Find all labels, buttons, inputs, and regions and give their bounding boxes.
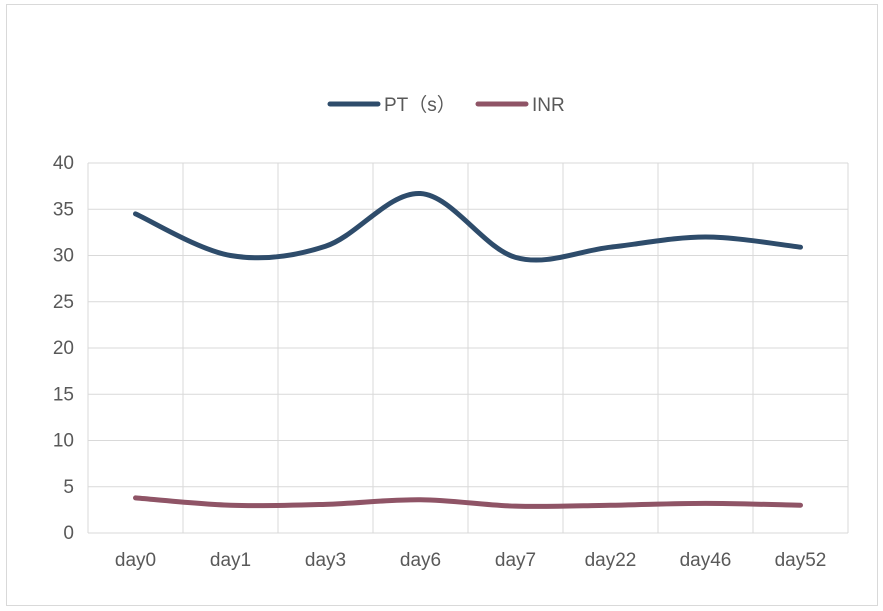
y-tick-label: 5 (63, 477, 74, 498)
x-tick-label: day1 (210, 550, 251, 571)
y-tick-label: 15 (53, 384, 74, 405)
y-tick-label: 40 (53, 153, 74, 174)
series-lines (133, 191, 803, 509)
y-tick-label: 25 (53, 292, 74, 313)
y-tick-label: 35 (53, 199, 74, 220)
x-tick-label: day0 (115, 550, 156, 571)
series-line-0 (133, 191, 803, 263)
x-tick-label: day52 (775, 550, 827, 571)
x-tick-label: day6 (400, 550, 441, 571)
x-tick-label: day46 (680, 550, 732, 571)
x-tick-label: day7 (495, 550, 536, 571)
y-tick-label: 20 (53, 338, 74, 359)
x-tick-label: day3 (305, 550, 346, 571)
legend-label: PT（s） (384, 94, 456, 116)
y-tick-label: 0 (63, 523, 74, 544)
gridlines (87, 162, 849, 534)
axes: 0 5 10 15 20 25 30 35 40 day0 day1 day3 day6 day7 day2… (53, 153, 827, 571)
series-line-1 (133, 495, 803, 509)
y-tick-label: 30 (53, 246, 74, 267)
x-tick-label: day22 (585, 550, 637, 571)
legend-label: INR (532, 95, 565, 116)
y-tick-label: 10 (53, 431, 74, 452)
legend: PT（s） INR (327, 94, 565, 116)
